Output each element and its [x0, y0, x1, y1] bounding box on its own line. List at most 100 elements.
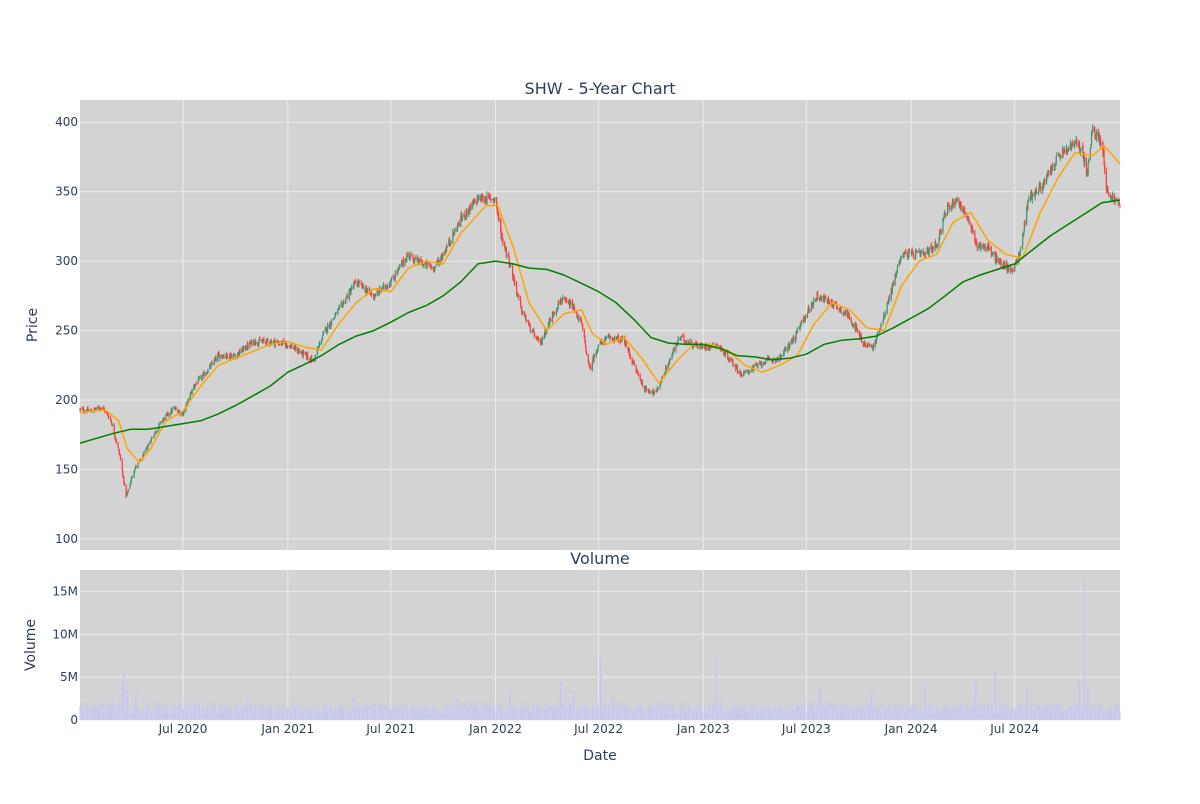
volume-bar: [89, 706, 91, 720]
volume-bar: [756, 712, 758, 720]
candle-body: [169, 413, 171, 416]
candle-body: [1022, 234, 1024, 247]
candle-body: [825, 296, 827, 299]
volume-bar: [932, 713, 934, 720]
candle-body: [165, 415, 167, 421]
volume-bar: [549, 708, 551, 720]
volume-bar: [1004, 702, 1006, 720]
candle-body: [1111, 194, 1114, 201]
volume-bar: [194, 704, 196, 720]
volume-bar: [587, 708, 589, 720]
volume-bar: [676, 712, 678, 720]
candle-body: [145, 448, 147, 452]
candle-body: [823, 299, 826, 302]
volume-bar: [1100, 707, 1102, 720]
volume-bar: [725, 708, 727, 720]
candle-body: [498, 217, 500, 220]
volume-bar: [349, 713, 351, 720]
candle-body: [490, 198, 492, 201]
volume-bar: [820, 685, 822, 720]
volume-bar: [462, 706, 464, 720]
volume-bar: [410, 706, 412, 720]
volume-bar: [979, 712, 981, 720]
volume-bar: [440, 708, 442, 720]
candle-body: [110, 420, 112, 423]
volume-bar: [804, 711, 806, 720]
volume-bar: [1034, 704, 1036, 720]
volume-bar: [649, 712, 651, 720]
candle-body: [378, 288, 381, 295]
volume-bar: [284, 713, 286, 720]
volume-bar: [406, 706, 408, 720]
candle-body: [1036, 192, 1038, 194]
volume-bar: [836, 702, 838, 720]
volume-bar: [1058, 702, 1060, 720]
volume-bar: [891, 703, 893, 720]
candle-body: [505, 248, 507, 256]
volume-bar: [640, 712, 642, 720]
volume-bar: [114, 704, 116, 720]
candle-body: [342, 301, 345, 304]
volume-bar: [457, 698, 459, 720]
volume-bar: [421, 707, 423, 720]
candle-body: [616, 336, 618, 339]
volume-bar: [1040, 706, 1042, 720]
candle-body: [747, 370, 749, 373]
candle-body: [944, 212, 946, 215]
candle-body: [287, 345, 289, 346]
volume-bar: [333, 712, 335, 720]
volume-bar: [113, 703, 115, 720]
volume-bar: [82, 713, 84, 720]
volume-bar: [1026, 685, 1028, 720]
candle-body: [760, 362, 762, 364]
long-moving-average-line: [79, 199, 1121, 444]
volume-bar: [97, 709, 99, 720]
volume-bar: [1031, 712, 1033, 720]
volume-bar: [388, 709, 390, 720]
candle-body: [239, 349, 241, 354]
candle-body: [173, 407, 176, 409]
candle-body: [360, 283, 362, 284]
candle-body: [486, 194, 488, 204]
candle-body: [743, 371, 745, 372]
candle-body: [109, 417, 111, 419]
volume-bar: [1050, 712, 1052, 720]
volume-bar: [931, 703, 933, 720]
volume-bar: [868, 708, 870, 720]
volume-bar: [79, 706, 81, 720]
candle-body: [107, 413, 109, 416]
candle-body: [105, 411, 107, 413]
volume-bar: [294, 707, 296, 720]
volume-bar: [571, 703, 573, 720]
volume-bar: [1052, 706, 1054, 720]
volume-bar: [418, 703, 420, 720]
volume-bar: [669, 706, 671, 720]
volume-bar: [657, 702, 659, 720]
candle-body: [1047, 171, 1049, 175]
candle-body: [751, 368, 753, 372]
volume-bar: [900, 705, 902, 720]
volume-bar: [908, 709, 910, 720]
candle-body: [345, 299, 347, 304]
volume-bar: [370, 708, 372, 720]
candle-body: [580, 320, 583, 324]
candle-body: [938, 239, 940, 245]
volume-bar: [1047, 709, 1049, 720]
candle-body: [944, 214, 946, 217]
volume-bar: [584, 705, 586, 720]
volume-bar: [362, 709, 364, 720]
volume-bar: [320, 712, 322, 720]
candle-body: [562, 297, 564, 301]
volume-bar: [967, 710, 969, 720]
volume-bar: [266, 705, 268, 720]
candle-body: [628, 349, 630, 355]
volume-bar: [830, 703, 832, 720]
volume-bar: [700, 707, 702, 720]
candle-body: [731, 357, 733, 362]
candle-body: [958, 199, 960, 203]
candle-body: [473, 201, 475, 204]
volume-bar: [545, 711, 547, 720]
volume-bar: [543, 702, 545, 720]
volume-bar: [954, 708, 956, 720]
candle-body: [846, 310, 848, 315]
